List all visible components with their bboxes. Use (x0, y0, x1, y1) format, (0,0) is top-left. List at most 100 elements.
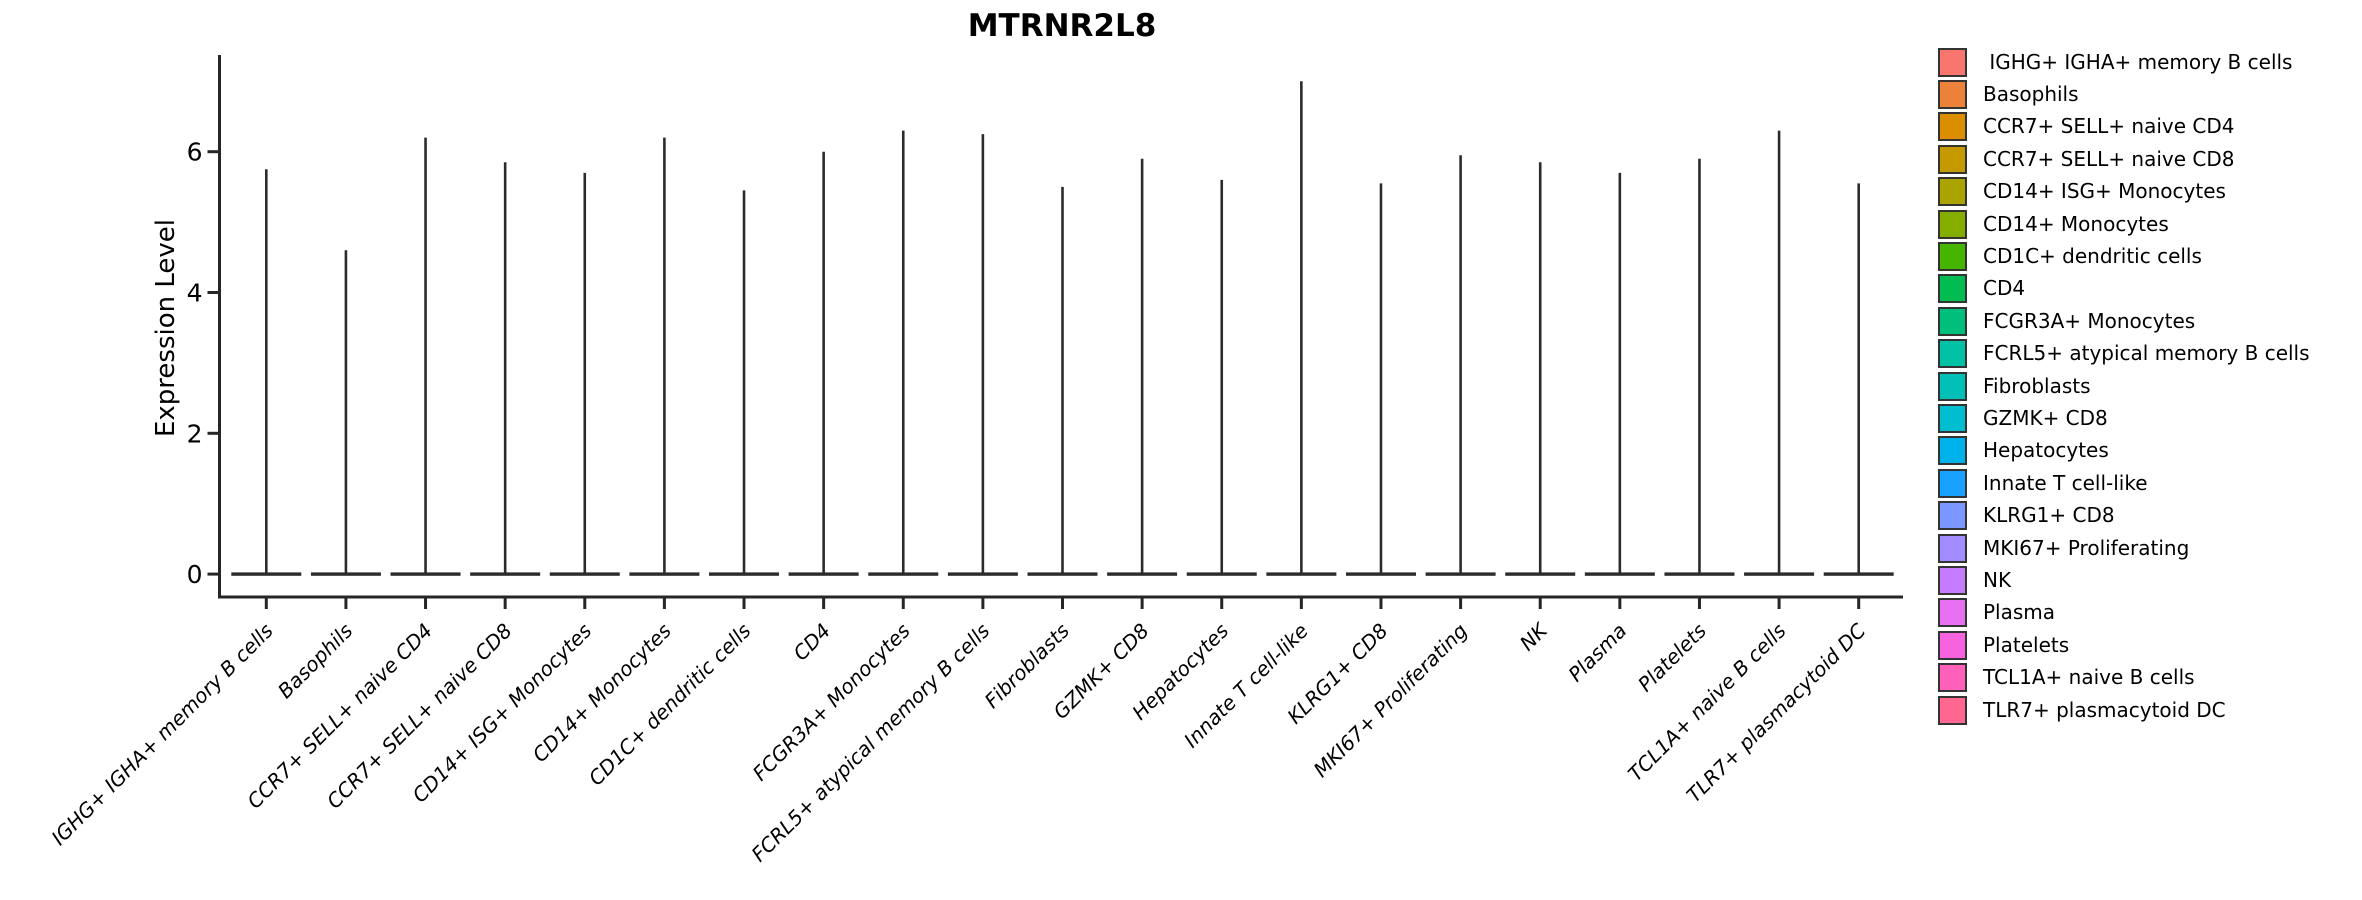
legend-key-swatch (1938, 630, 1967, 660)
violin-base (1107, 572, 1178, 576)
legend-label: Basophils (1983, 81, 2079, 106)
violin-base (390, 572, 461, 576)
x-axis-label: CD1C+ dendritic cells (584, 619, 756, 791)
legend-item: KLRG1+ CD8 (1938, 501, 2115, 531)
legend-key-swatch (1938, 241, 1967, 271)
legend-item: Innate T cell-like (1938, 468, 2148, 498)
legend-item: FCRL5+ atypical memory B cells (1938, 339, 2310, 369)
legend-key-swatch (1938, 144, 1967, 174)
x-axis-label: TCL1A+ naive B cells (1623, 619, 1790, 786)
plot-title: MTRNR2L8 (967, 8, 1157, 44)
violin-base (1744, 572, 1815, 576)
legend-key-swatch (1938, 79, 1967, 109)
legend-label: FCGR3A+ Monocytes (1983, 308, 2196, 333)
violin-base (549, 572, 620, 576)
legend-label: TCL1A+ naive B cells (1983, 665, 2195, 690)
x-axis-label: MKI67+ Proliferating (1309, 619, 1472, 782)
legend-key-swatch (1938, 565, 1967, 595)
legend-item: CD14+ ISG+ Monocytes (1938, 177, 2226, 207)
violin-base (1664, 572, 1735, 576)
violin-base (1027, 572, 1098, 576)
legend-label: Fibroblasts (1983, 373, 2091, 398)
legend-item: GZMK+ CD8 (1938, 403, 2108, 433)
legend-label: GZMK+ CD8 (1983, 405, 2108, 430)
legend-item: FCGR3A+ Monocytes (1938, 306, 2196, 336)
legend-key-swatch (1938, 274, 1967, 304)
x-axis-label: Basophils (273, 619, 358, 704)
x-axis-label: Plasma (1563, 619, 1631, 687)
violin-base (1345, 572, 1416, 576)
legend-key-swatch (1938, 371, 1967, 401)
legend-label: Plasma (1983, 600, 2056, 625)
legend-item: Fibroblasts (1938, 371, 2091, 401)
violin-base (470, 572, 541, 576)
legend-key-swatch (1938, 177, 1967, 207)
legend-item: CD4 (1938, 274, 2026, 304)
legend: IGHG+ IGHA+ memory B cells Basophils CCR7+… (1938, 0, 2362, 900)
legend-label: CCR7+ SELL+ naive CD4 (1983, 114, 2235, 139)
legend-key-swatch (1938, 47, 1967, 77)
legend-key-swatch (1938, 112, 1967, 142)
y-tick-label: 6 (187, 138, 203, 167)
legend-label: CD14+ Monocytes (1983, 211, 2169, 236)
legend-label: Platelets (1983, 632, 2070, 657)
legend-item: NK (1938, 565, 2012, 595)
legend-item: IGHG+ IGHA+ memory B cells (1938, 47, 2292, 77)
legend-key-swatch (1938, 501, 1967, 531)
legend-item: TLR7+ plasmacytoid DC (1938, 695, 2226, 725)
x-axis-label: CD14+ Monocytes (528, 619, 676, 767)
x-axis-label: IGHG+ IGHA+ memory B cells (47, 619, 278, 850)
violin-base (310, 572, 381, 576)
legend-key-swatch (1938, 403, 1967, 433)
legend-label: Hepatocytes (1983, 438, 2109, 463)
violin-base (709, 572, 780, 576)
x-axis-label: NK (1515, 617, 1553, 655)
violin-base (1186, 572, 1257, 576)
legend-item: CD1C+ dendritic cells (1938, 241, 2202, 271)
y-tick-label: 4 (187, 279, 203, 308)
violin-base (868, 572, 939, 576)
violin-base (1425, 572, 1496, 576)
y-tick-label: 0 (187, 560, 203, 589)
legend-key-swatch (1938, 533, 1967, 563)
x-axis-label: CD4 (788, 619, 835, 666)
legend-item: Basophils (1938, 79, 2079, 109)
legend-label: NK (1983, 567, 2012, 592)
violin-base (1823, 572, 1894, 576)
violin-base (629, 572, 700, 576)
legend-item: CCR7+ SELL+ naive CD4 (1938, 112, 2235, 142)
legend-key-swatch (1938, 209, 1967, 239)
violin-base (788, 572, 859, 576)
legend-label: TLR7+ plasmacytoid DC (1983, 697, 2226, 722)
violin-base (1266, 572, 1337, 576)
legend-key-swatch (1938, 468, 1967, 498)
legend-item: CD14+ Monocytes (1938, 209, 2169, 239)
violin-base (947, 572, 1018, 576)
legend-label: MKI67+ Proliferating (1983, 535, 2190, 560)
legend-item: Plasma (1938, 598, 2056, 628)
x-axis-label: Platelets (1633, 619, 1711, 697)
legend-key-swatch (1938, 663, 1967, 693)
violin-base (1584, 572, 1655, 576)
x-axis-label: FCGR3A+ Monocytes (748, 619, 915, 786)
legend-label: Innate T cell-like (1983, 470, 2148, 495)
violin-base (231, 572, 302, 576)
legend-item: Platelets (1938, 630, 2070, 660)
legend-key-swatch (1938, 436, 1967, 466)
violin-base (1505, 572, 1576, 576)
legend-item: CCR7+ SELL+ naive CD8 (1938, 144, 2235, 174)
legend-key-swatch (1938, 306, 1967, 336)
legend-item: MKI67+ Proliferating (1938, 533, 2190, 563)
legend-item: TCL1A+ naive B cells (1938, 663, 2195, 693)
y-tick-label: 2 (187, 419, 203, 448)
legend-label: CCR7+ SELL+ naive CD8 (1983, 146, 2235, 171)
legend-label: KLRG1+ CD8 (1983, 503, 2115, 528)
legend-label: CD1C+ dendritic cells (1983, 243, 2202, 268)
legend-key-swatch (1938, 695, 1967, 725)
legend-label: CD14+ ISG+ Monocytes (1983, 179, 2226, 204)
legend-label: CD4 (1983, 276, 2026, 301)
legend-key-swatch (1938, 598, 1967, 628)
legend-item: Hepatocytes (1938, 436, 2109, 466)
